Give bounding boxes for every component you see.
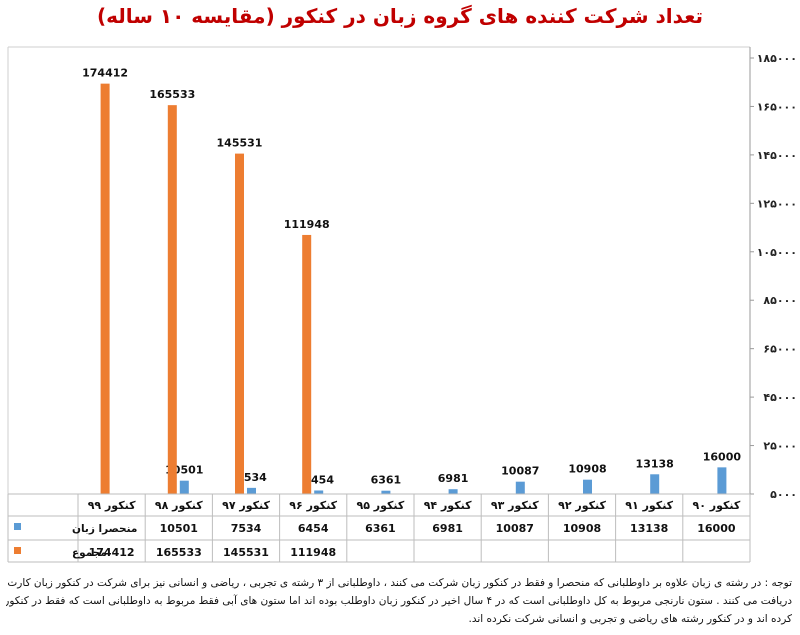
table-cell: 10501 — [160, 522, 198, 535]
table-cell: 13138 — [630, 522, 668, 535]
category-label: کنکور ۹۷ — [222, 499, 270, 512]
footnote: توجه : در رشته ی زبان علاوه بر داوطلبانی… — [6, 574, 792, 628]
bar — [167, 105, 177, 495]
category-label: کنکور ۹۳ — [491, 499, 539, 512]
y-tick-label: ۸۵۰۰۰ — [763, 294, 797, 307]
data-label: 6981 — [438, 472, 469, 485]
chart-title: تعداد شرکت کننده های گروه زبان در کنکور … — [96, 4, 703, 28]
bar — [179, 480, 189, 494]
category-label: کنکور ۹۰ — [693, 499, 741, 512]
footnote-line: دریافت می کنند . ستون نارنجی مربوط به کل… — [6, 595, 792, 607]
bar — [235, 153, 244, 494]
data-label: 13138 — [636, 457, 674, 470]
y-tick-label: ۴۵۰۰۰ — [763, 391, 797, 404]
bar — [302, 234, 312, 494]
bar — [100, 83, 110, 495]
bar — [381, 490, 391, 494]
legend-swatch — [14, 547, 21, 554]
table-cell: 10087 — [496, 522, 534, 535]
bar — [247, 487, 256, 494]
data-label: 6361 — [371, 474, 402, 487]
category-label: کنکور ۹۶ — [289, 499, 337, 512]
y-tick-label: ۱۶۵۰۰۰ — [757, 100, 797, 113]
category-label: کنکور ۹۲ — [558, 499, 606, 512]
table-cell: 145531 — [223, 546, 269, 559]
y-tick-label: ۵۰۰۰ — [770, 488, 797, 501]
category-label: کنکور ۹۹ — [88, 499, 136, 512]
y-tick-label: ۱۰۵۰۰۰ — [757, 246, 797, 259]
y-tick-label: ۶۵۰۰۰ — [763, 343, 797, 356]
data-label: 16000 — [703, 450, 742, 463]
footnote-line: کرده اند و در کنکور رشته های ریاضی و تجر… — [468, 613, 792, 625]
bar — [650, 474, 660, 494]
data-label: 10908 — [568, 463, 606, 476]
legend-label: مجموع — [72, 547, 107, 559]
bar — [515, 481, 525, 494]
bar — [314, 490, 324, 494]
legend-swatch — [14, 523, 21, 530]
table-cell: 6454 — [298, 522, 329, 535]
table-cell: 111948 — [290, 546, 336, 559]
data-label: 145531 — [217, 137, 263, 150]
table-cell: 174412 — [89, 546, 135, 559]
table-cell: 6981 — [432, 522, 463, 535]
table-cell: 7534 — [231, 522, 262, 535]
footnote-line: توجه : در رشته ی زبان علاوه بر داوطلبانی… — [6, 577, 792, 589]
data-label: 111948 — [284, 218, 330, 231]
bar — [448, 489, 458, 494]
y-tick-label: ۱۲۵۰۰۰ — [757, 197, 797, 210]
category-label: کنکور ۹۸ — [155, 499, 203, 512]
category-label: کنکور ۹۱ — [625, 499, 673, 512]
y-tick-label: ۱۴۵۰۰۰ — [757, 149, 797, 162]
category-label: کنکور ۹۵ — [357, 499, 405, 512]
data-label: 174412 — [82, 67, 128, 80]
bar — [583, 479, 592, 494]
y-tick-label: ۱۸۵۰۰۰ — [757, 52, 797, 65]
data-label: 10087 — [501, 465, 539, 478]
table-cell: 10908 — [563, 522, 601, 535]
category-label: کنکور ۹۴ — [424, 499, 472, 512]
table-cell: 16000 — [697, 522, 736, 535]
table-cell: 165533 — [156, 546, 202, 559]
data-label: 165533 — [149, 88, 195, 101]
bar — [717, 467, 727, 494]
bar-chart: ۵۰۰۰ ۲۵۰۰۰ ۴۵۰۰۰ ۶۵۰۰۰ ۸۵۰۰۰ ۱۰۵۰۰۰ ۱۲۵۰۰۰ ۱۴۵۰… — [7, 46, 797, 563]
table-cell: 6361 — [365, 522, 396, 535]
y-tick-label: ۲۵۰۰۰ — [763, 440, 797, 453]
legend-label: منحصرا زبان — [72, 523, 137, 535]
